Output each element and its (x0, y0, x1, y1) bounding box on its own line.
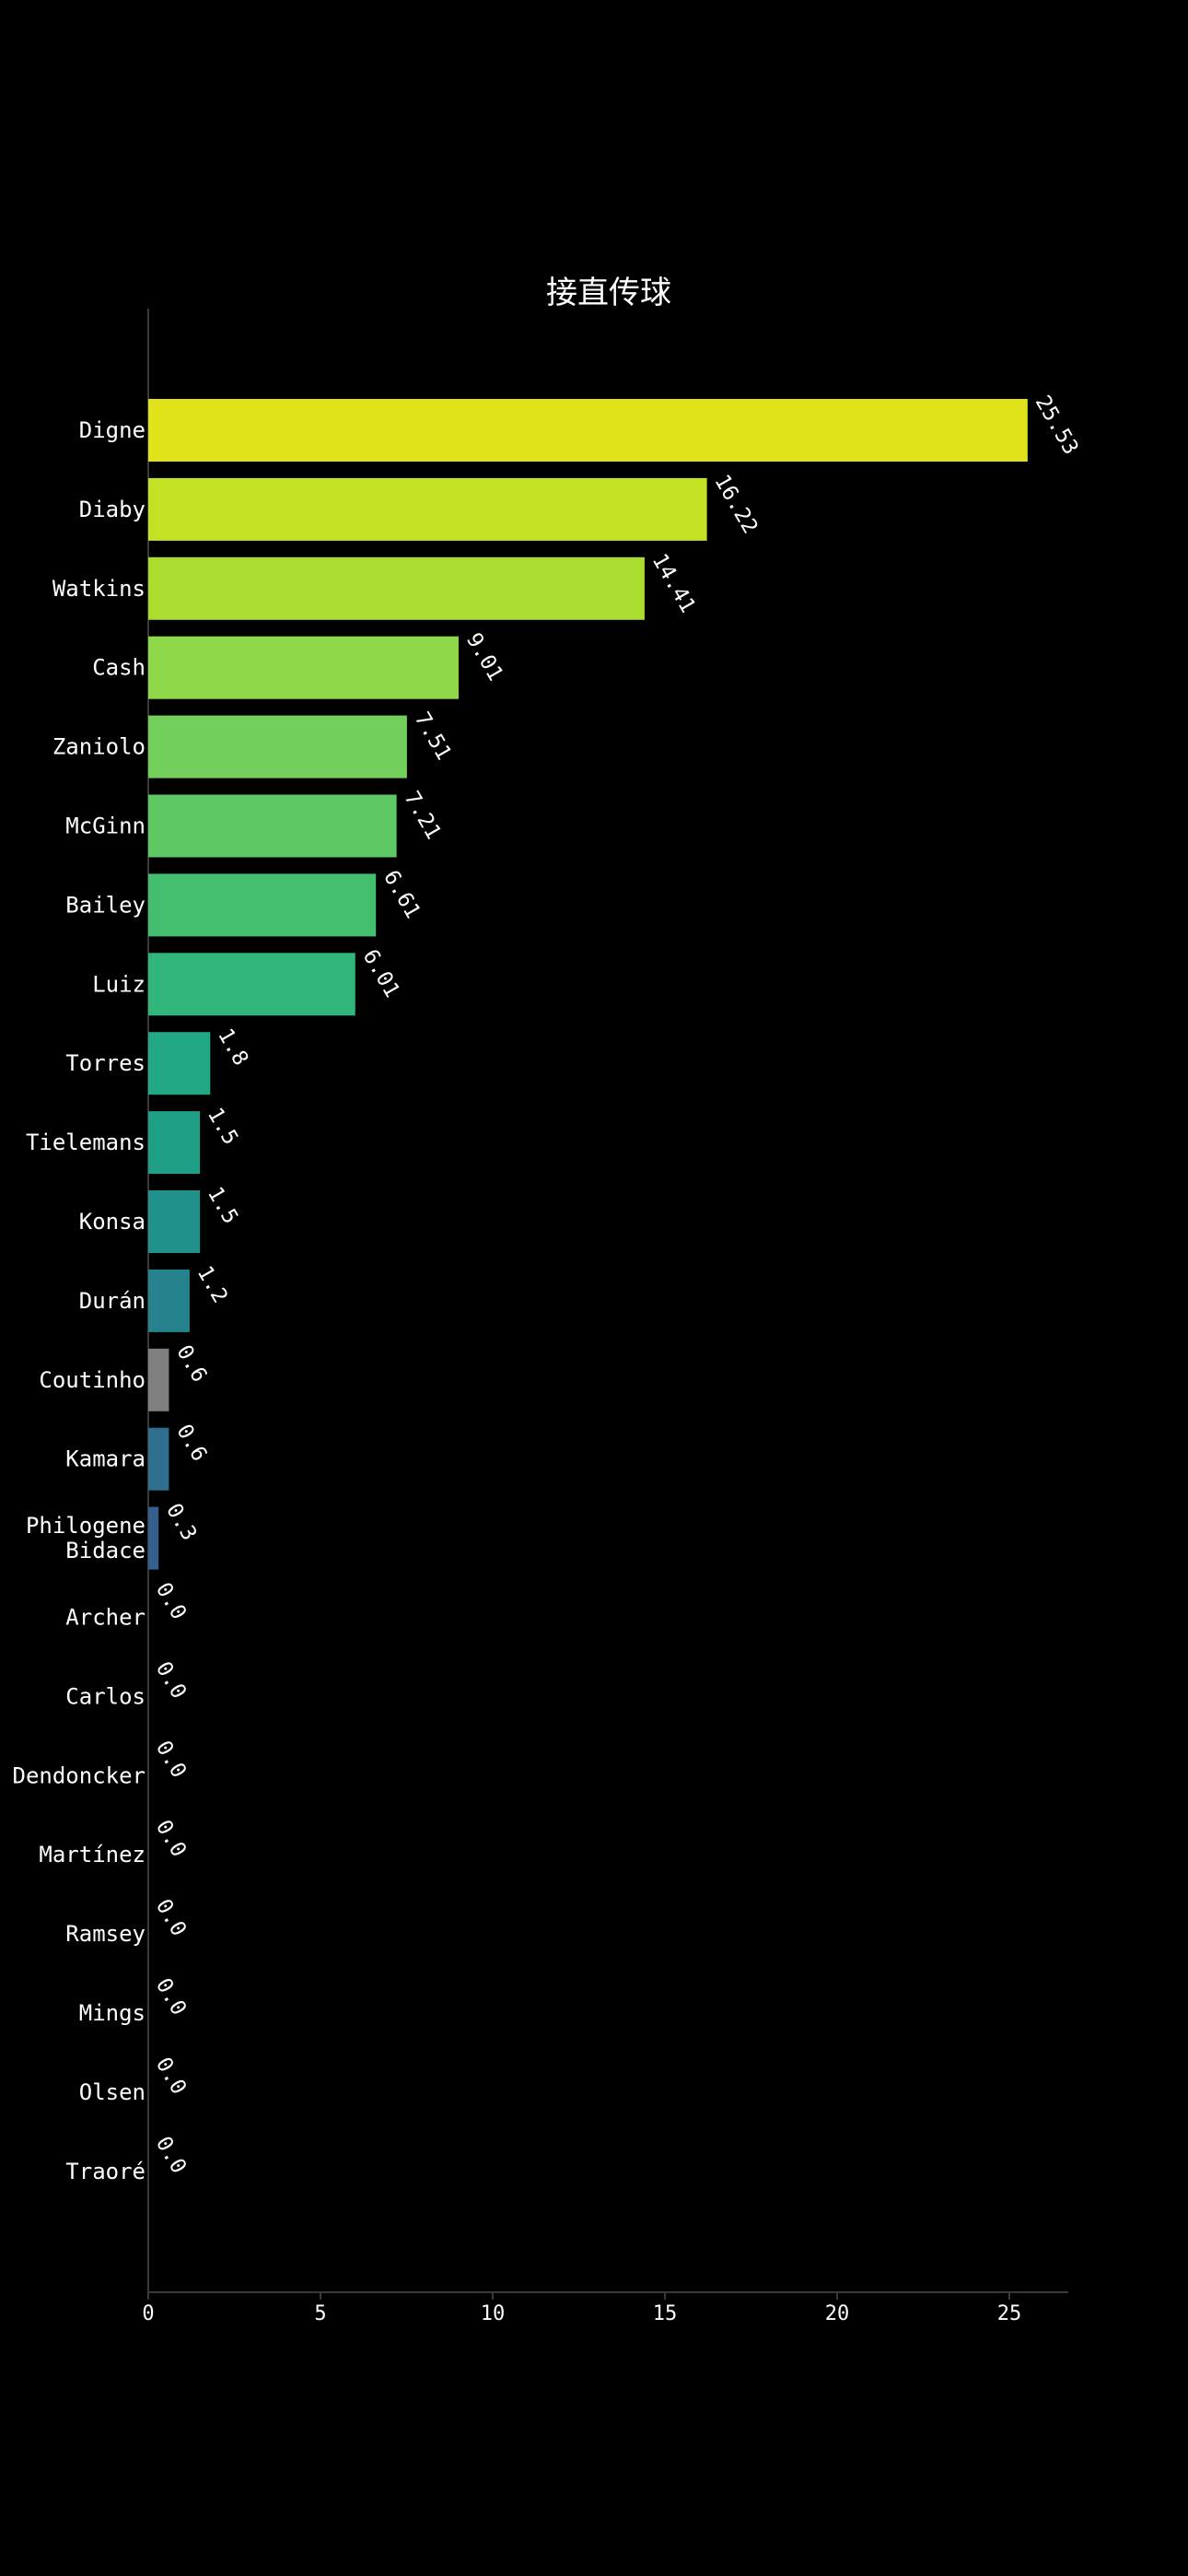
value-label: 1.5 (203, 1183, 242, 1228)
value-label: 0.0 (151, 1737, 191, 1782)
value-label: 0.0 (151, 1974, 191, 2020)
category-label: Luiz (92, 971, 146, 997)
bar-bailey (148, 873, 377, 937)
category-label: Diaby (79, 497, 146, 522)
value-label: 14.41 (647, 550, 700, 617)
category-label: Konsa (79, 1209, 146, 1235)
category-label: Traoré (65, 2159, 146, 2184)
category-label: Ramsey (65, 1921, 146, 1947)
category-label: Bailey (65, 892, 146, 918)
category-label: Tielemans (26, 1130, 146, 1155)
value-label: 0.0 (151, 2054, 191, 2099)
bar-mcginn (148, 794, 397, 858)
bar-coutinho (148, 1348, 169, 1411)
x-tick-label: 10 (481, 2302, 506, 2325)
value-label: 0.0 (151, 2133, 191, 2178)
category-label: Cash (92, 655, 146, 681)
value-label: 9.01 (461, 629, 507, 685)
bar-diaby (148, 477, 707, 541)
category-label: Olsen (79, 2079, 146, 2105)
x-ticks-group: 0 5 10 15 20 25 (142, 2292, 1021, 2325)
bars-group: Digne 25.53 Diaby 16.22 Watkins 14.41 Cash 9.01… (13, 392, 1083, 2184)
value-label: 16.22 (709, 471, 762, 538)
value-label: 7.21 (399, 788, 445, 844)
bar-kamara (148, 1427, 169, 1491)
value-label: 25.53 (1031, 392, 1083, 459)
bar-luiz (148, 953, 355, 1016)
value-label: 7.51 (410, 708, 456, 765)
bar-konsa (148, 1190, 201, 1253)
category-label: Zaniolo (52, 734, 146, 760)
category-label: Martínez (39, 1842, 146, 1868)
bar-digne (148, 399, 1028, 462)
bar-torres (148, 1032, 211, 1095)
chart-title: 接直传球 (546, 275, 671, 311)
category-label: Carlos (65, 1683, 146, 1709)
category-label: Archer (65, 1605, 146, 1631)
bar-philogene-bidace (148, 1506, 159, 1570)
value-label: 0.0 (151, 1579, 191, 1624)
value-label: 1.8 (213, 1025, 252, 1070)
value-label: 0.0 (151, 1895, 191, 1940)
x-tick-label: 20 (825, 2302, 850, 2325)
x-tick-label: 5 (314, 2302, 326, 2325)
value-label: 0.0 (151, 1657, 191, 1703)
category-label: Kamara (65, 1446, 146, 1472)
x-tick-label: 15 (653, 2302, 678, 2325)
bar-durán (148, 1269, 190, 1332)
value-label: 0.6 (171, 1341, 211, 1387)
category-label: Durán (79, 1288, 146, 1314)
category-label: Torres (65, 1050, 146, 1076)
category-label: Mings (79, 2000, 146, 2026)
category-label: McGinn (65, 814, 146, 839)
value-label: 0.0 (151, 1816, 191, 1861)
category-label: Philogene Bidace (26, 1513, 146, 1563)
bar-zaniolo (148, 715, 407, 779)
value-label: 1.2 (192, 1262, 232, 1307)
category-label: Coutinho (39, 1367, 146, 1393)
category-label: Digne (79, 417, 146, 443)
bar-cash (148, 636, 459, 699)
value-label: 6.61 (379, 866, 425, 922)
value-label: 1.5 (203, 1104, 242, 1149)
category-label: Dendoncker (13, 1762, 146, 1788)
bar-tielemans (148, 1111, 201, 1175)
value-label: 0.3 (161, 1500, 201, 1545)
category-label: Watkins (52, 576, 146, 602)
x-tick-label: 25 (997, 2302, 1022, 2325)
value-label: 6.01 (358, 945, 404, 1001)
value-label: 0.6 (171, 1421, 211, 1466)
x-tick-label: 0 (142, 2302, 154, 2325)
bar-watkins (148, 556, 645, 620)
